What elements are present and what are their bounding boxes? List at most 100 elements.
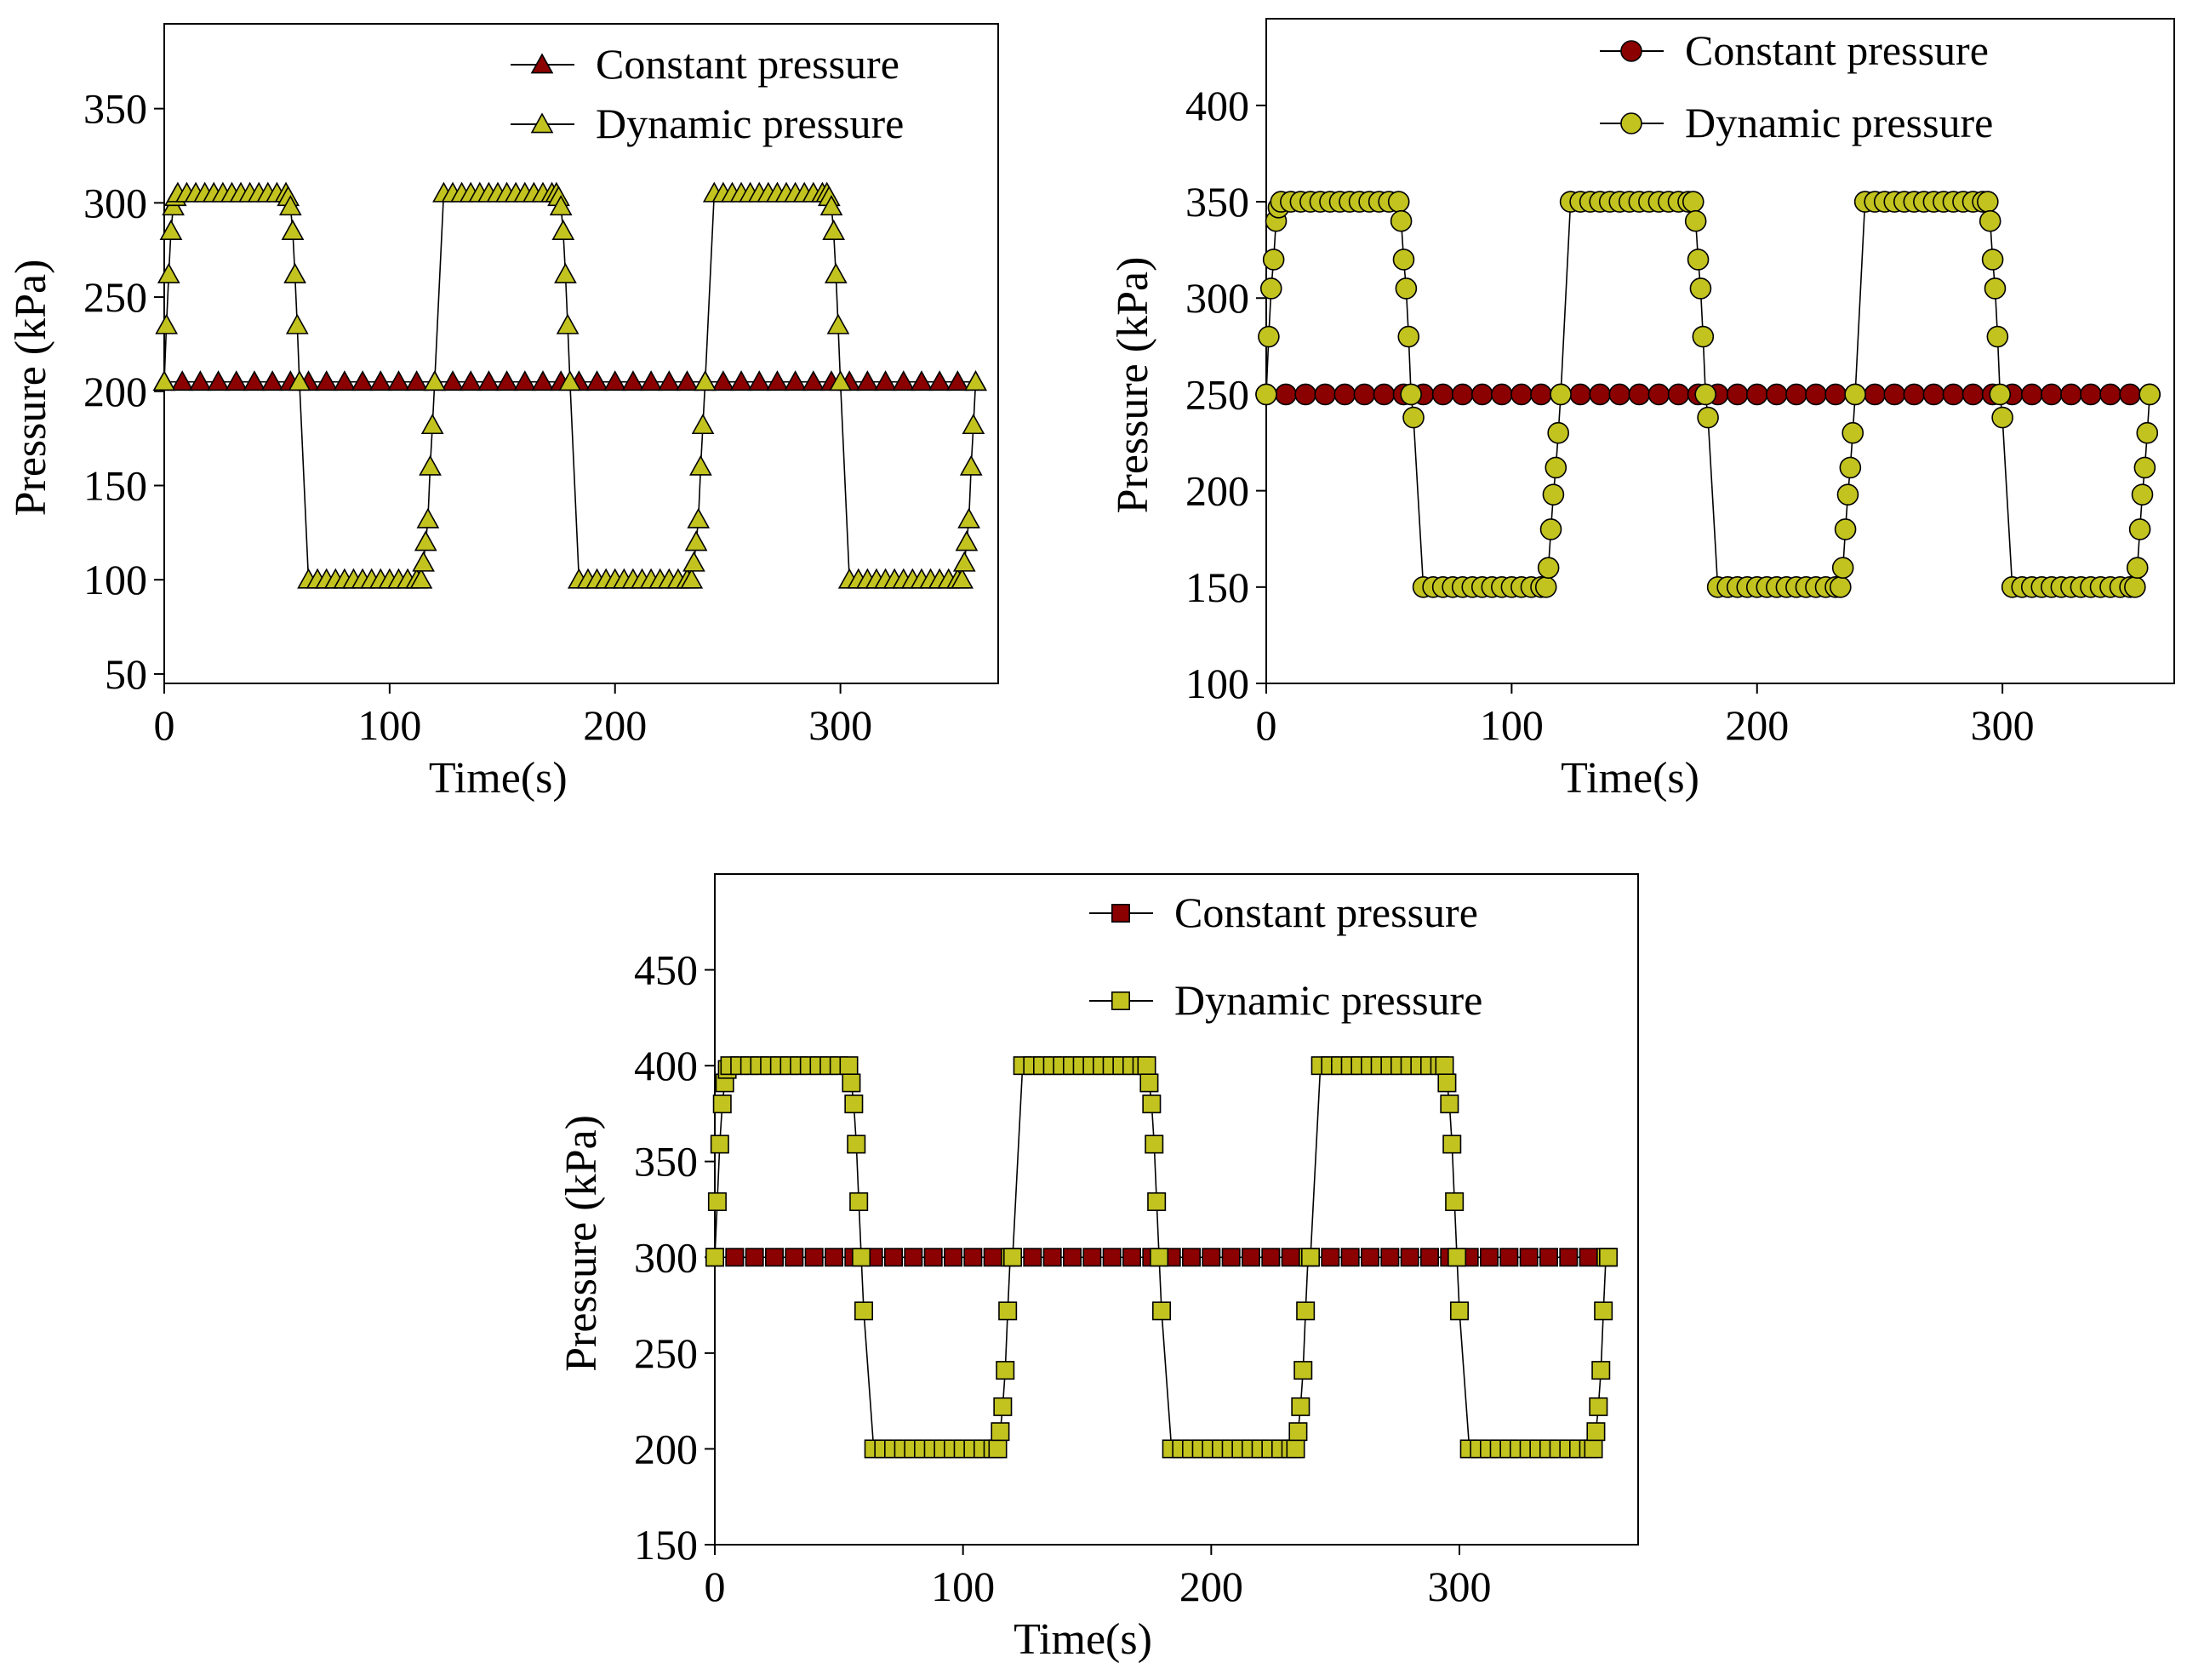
data-point xyxy=(1142,1094,1162,1114)
data-point xyxy=(707,1191,727,1211)
data-point xyxy=(2060,383,2082,406)
data-point xyxy=(1333,383,1356,406)
data-point xyxy=(710,1134,729,1154)
data-point xyxy=(682,551,705,572)
y-tick-label: 200 xyxy=(634,1425,698,1472)
y-axis-title: Pressure (kPa) xyxy=(557,1115,606,1372)
data-point xyxy=(1510,383,1533,406)
data-point xyxy=(959,454,983,476)
data-point xyxy=(155,313,179,334)
data-point xyxy=(904,1248,923,1267)
data-point xyxy=(822,219,846,240)
data-point xyxy=(1262,249,1285,271)
data-point xyxy=(854,1301,873,1321)
data-point xyxy=(1986,325,2009,348)
y-tick-label: 300 xyxy=(634,1233,698,1281)
data-point xyxy=(1539,518,1562,540)
data-point xyxy=(1545,456,1567,479)
data-point xyxy=(260,370,284,391)
data-point xyxy=(705,1248,724,1267)
data-point xyxy=(766,370,789,391)
data-point xyxy=(1291,1397,1310,1416)
data-point xyxy=(414,530,437,551)
data-point xyxy=(983,1248,1002,1267)
data-point xyxy=(1258,325,1280,348)
x-tick-label: 200 xyxy=(1725,701,1789,749)
y-tick-label: 350 xyxy=(634,1138,698,1186)
data-point xyxy=(1294,383,1316,406)
data-point xyxy=(387,370,410,391)
data-point xyxy=(1979,209,2001,232)
data-point xyxy=(243,370,266,391)
data-point xyxy=(2133,456,2156,479)
data-point xyxy=(1451,383,1474,406)
data-point xyxy=(1440,1094,1459,1114)
data-point xyxy=(1448,1248,1467,1267)
data-point xyxy=(962,413,985,435)
data-point xyxy=(423,370,447,391)
y-tick-label: 350 xyxy=(83,85,147,133)
y-tick-label: 450 xyxy=(634,946,698,994)
data-point xyxy=(1883,383,1906,406)
y-tick-label: 300 xyxy=(1185,274,1249,322)
data-point xyxy=(829,370,852,391)
data-point xyxy=(1977,191,1999,213)
data-point xyxy=(1402,406,1425,429)
x-tick-label: 300 xyxy=(808,701,872,749)
data-point xyxy=(1470,383,1493,406)
data-point xyxy=(1989,383,2012,406)
data-point xyxy=(1726,383,1749,406)
data-point xyxy=(2124,576,2146,598)
data-point xyxy=(556,313,580,334)
data-point xyxy=(1586,1422,1606,1442)
markers-dynamic-pressure xyxy=(152,181,987,589)
x-tick-label: 200 xyxy=(1179,1563,1243,1610)
data-point xyxy=(910,370,934,391)
data-point xyxy=(998,1301,1018,1321)
data-point xyxy=(1286,1439,1305,1459)
data-point xyxy=(2126,557,2149,579)
y-tick-label: 200 xyxy=(1185,467,1249,515)
data-point xyxy=(1259,277,1282,300)
data-point xyxy=(1301,1248,1321,1267)
data-point xyxy=(2099,383,2121,406)
data-point xyxy=(1442,1134,1462,1154)
data-point xyxy=(785,1248,804,1267)
data-point xyxy=(884,1248,904,1267)
data-point xyxy=(1340,1248,1360,1267)
data-point xyxy=(1221,1248,1241,1267)
data-point xyxy=(1981,249,2004,271)
data-point xyxy=(419,454,442,476)
data-point xyxy=(1687,249,1710,271)
data-point xyxy=(558,370,582,391)
data-point xyxy=(585,370,608,391)
data-point xyxy=(1745,383,1768,406)
data-point xyxy=(680,568,704,589)
data-point xyxy=(1063,1248,1082,1267)
data-point xyxy=(1922,383,1945,406)
data-point xyxy=(1420,1248,1440,1267)
data-point xyxy=(852,1248,871,1267)
data-point xyxy=(1437,1073,1457,1093)
data-point xyxy=(285,313,309,334)
markers-dynamic-pressure xyxy=(1255,191,2161,598)
data-point xyxy=(1293,1361,1313,1380)
y-axis-title: Pressure (kPa) xyxy=(1109,257,1157,514)
data-point xyxy=(412,551,435,572)
data-point xyxy=(1579,1248,1598,1267)
y-tick-label: 400 xyxy=(634,1042,698,1089)
data-point xyxy=(826,313,850,334)
data-point xyxy=(1591,1361,1611,1380)
data-point xyxy=(1431,383,1454,406)
data-point xyxy=(2138,383,2161,406)
data-point xyxy=(1961,383,1984,406)
legend-label-constant: Constant pressure xyxy=(1174,889,1478,936)
x-tick-label: 0 xyxy=(705,1563,726,1610)
data-point xyxy=(2119,383,2141,406)
data-point xyxy=(1589,1397,1608,1416)
data-point xyxy=(1530,383,1552,406)
data-point xyxy=(1842,421,1864,444)
